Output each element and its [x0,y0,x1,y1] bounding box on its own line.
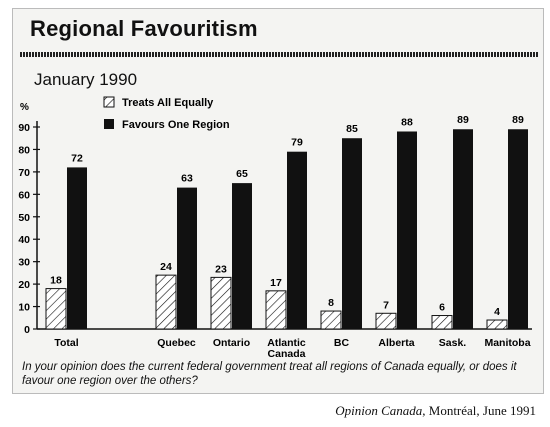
data-label-favours-one-region: 85 [346,123,358,135]
y-tick-label: 50 [18,212,30,224]
page-title: Regional Favouritism [30,16,258,41]
y-tick-label: 70 [18,167,30,179]
bar-chart: % 0 10 20 30 40 50 60 70 80 90 18 72 Total 24 63 Quebec… [18,96,532,360]
legend-label-treats-equally: Treats All Equally [122,97,214,109]
bar-favours-one-region [508,129,528,329]
data-label-treats-equally: 18 [50,275,62,287]
x-tick-label: BC [334,337,350,349]
bar-treats-equally [210,276,232,330]
data-label-treats-equally: 7 [383,299,389,311]
chart-subtitle: January 1990 [34,70,138,89]
survey-question: In your opinion does the current federal… [22,361,517,387]
title-rule [20,52,538,57]
x-tick-label: Alberta [378,337,414,349]
data-label-favours-one-region: 89 [512,114,524,126]
data-label-favours-one-region: 89 [457,114,469,126]
bar-favours-one-region [67,167,87,329]
data-label-treats-equally: 8 [328,297,334,309]
bar-treats-equally [486,319,508,330]
x-tick-label: Ontario [213,337,250,349]
source-details: , Montréal, June 1991 [422,403,536,418]
legend-label-favours-one-region: Favours One Region [122,119,230,131]
data-label-treats-equally: 17 [270,277,282,289]
data-label-favours-one-region: 88 [401,116,413,128]
y-tick-label: 40 [18,234,30,246]
bar-treats-equally [431,315,453,330]
data-label-favours-one-region: 79 [291,137,303,149]
data-label-favours-one-region: 72 [71,152,83,164]
source-publication: Opinion Canada [335,403,423,418]
data-label-favours-one-region: 63 [181,173,193,185]
y-tick-label: 80 [18,144,30,156]
bar-treats-equally [265,290,287,330]
x-tick-label: Quebec [157,337,196,349]
legend-swatch-favours-one-region [104,119,114,129]
bar-favours-one-region [397,131,417,329]
bar-favours-one-region [453,129,473,329]
x-tick-label: Canada [268,348,306,360]
x-tick-label: Atlantic [267,337,306,349]
y-tick-label: 60 [18,189,30,201]
y-tick-label: 0 [24,324,30,336]
source-citation: Opinion Canada, Montréal, June 1991 [335,403,536,419]
legend-swatch-treats-equally [103,96,115,108]
x-tick-label: Total [54,337,78,349]
y-tick-label: 20 [18,279,30,291]
bar-favours-one-region [232,183,252,329]
bar-favours-one-region [342,138,362,329]
bar-favours-one-region [177,187,197,329]
data-label-treats-equally: 24 [160,261,172,273]
y-tick-label: 10 [18,302,30,314]
x-tick-label: Manitoba [484,337,530,349]
bar-favours-one-region [287,151,307,329]
data-label-favours-one-region: 65 [236,168,248,180]
data-label-treats-equally: 6 [439,302,445,314]
data-label-treats-equally: 4 [494,306,500,318]
y-tick-label: 30 [18,257,30,269]
bar-treats-equally [45,288,67,330]
bar-treats-equally [155,274,177,330]
bar-treats-equally [375,312,397,330]
y-tick-label: 90 [18,122,30,134]
bar-treats-equally [320,310,342,330]
y-axis-label: % [20,102,29,113]
data-label-treats-equally: 23 [215,263,227,275]
x-tick-label: Sask. [439,337,467,349]
